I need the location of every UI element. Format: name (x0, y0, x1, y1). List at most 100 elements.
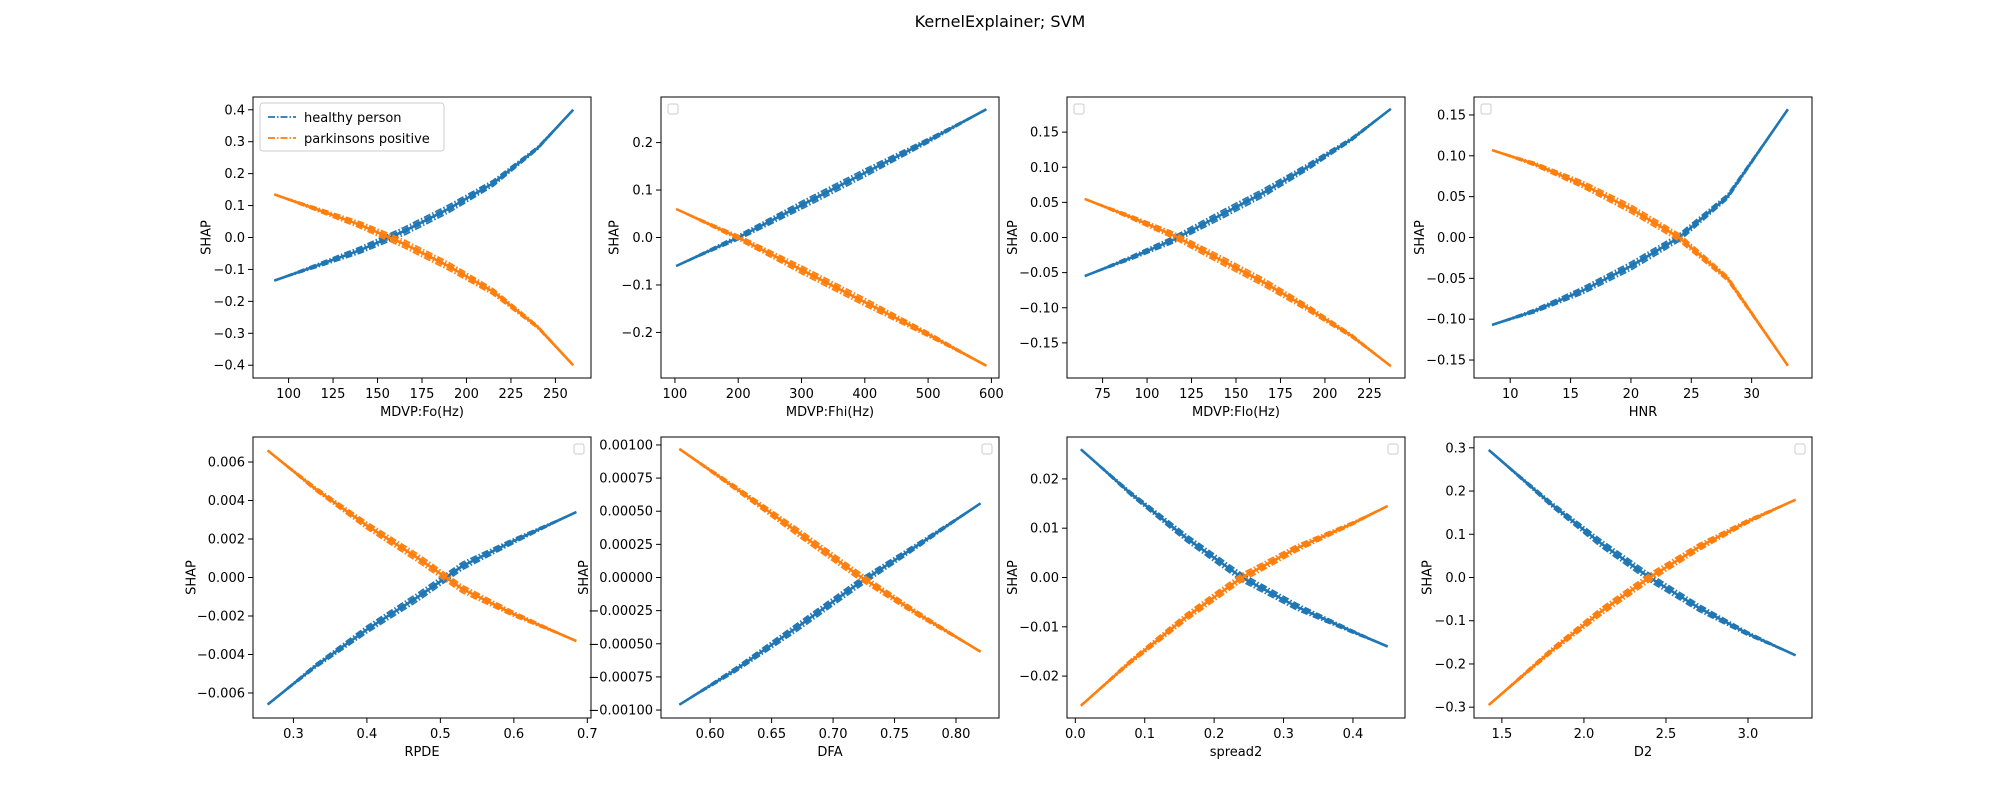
y-tick-label: −0.05 (1019, 266, 1059, 281)
y-tick-label: 0.05 (1030, 196, 1059, 211)
y-tick-label: 0.0 (1445, 571, 1466, 586)
series-parkinsons (1487, 498, 1797, 706)
series-line (274, 109, 574, 282)
series-line (1080, 505, 1388, 707)
series-line (267, 511, 577, 706)
y-tick-label: −0.1 (1434, 614, 1466, 629)
series-line (1084, 108, 1392, 277)
x-tick-label: 150 (365, 387, 390, 402)
series-parkinsons (1084, 197, 1392, 368)
x-axis-label: D2 (1634, 745, 1652, 760)
x-tick-label: 125 (321, 387, 346, 402)
x-tick-label: 100 (276, 387, 301, 402)
y-tick-label: −0.002 (197, 609, 245, 624)
y-tick-label: 0.02 (1030, 472, 1059, 487)
y-tick-label: −0.00025 (588, 604, 653, 619)
y-tick-label: 0.00025 (599, 538, 653, 553)
series-line (1080, 505, 1388, 707)
series-line (274, 193, 574, 366)
y-axis-label: SHAP (608, 220, 623, 255)
x-tick-label: 500 (916, 387, 941, 402)
empty-legend (1480, 103, 1492, 115)
y-tick-label: −0.02 (1019, 670, 1059, 685)
series-line (274, 109, 574, 282)
y-tick-label: −0.15 (1019, 336, 1059, 351)
series-line (1491, 149, 1789, 367)
x-tick-label: 1.5 (1492, 727, 1513, 742)
x-axis-label: MDVP:Fhi(Hz) (786, 405, 874, 420)
x-tick-label: 0.7 (577, 727, 598, 742)
y-tick-label: 0.2 (224, 167, 245, 182)
y-axis-label: SHAP (184, 560, 199, 595)
series-line (1488, 449, 1796, 657)
figure-title: KernelExplainer; SVM (914, 12, 1086, 31)
series-parkinsons (1080, 504, 1389, 707)
y-tick-label: 0.0 (632, 231, 653, 246)
y-tick-label: 0.3 (224, 135, 245, 150)
series-line (1491, 148, 1789, 367)
legend-box (259, 102, 445, 152)
series-line (1084, 108, 1392, 277)
axes-frame (660, 436, 1000, 719)
y-tick-label: 0.15 (1030, 126, 1059, 141)
x-axis-label: HNR (1629, 405, 1658, 420)
series-line (1488, 449, 1796, 657)
x-tick-label: 250 (543, 387, 568, 402)
x-tick-label: 175 (410, 387, 435, 402)
y-tick-label: 0.00075 (599, 472, 653, 487)
series-line (1080, 448, 1389, 648)
series-line (675, 108, 987, 267)
series-healthy (266, 510, 577, 706)
series-line (267, 511, 577, 706)
x-tick-label: 400 (852, 387, 877, 402)
x-axis-label: MDVP:Flo(Hz) (1192, 405, 1280, 420)
empty-legend (981, 443, 993, 455)
y-tick-label: −0.1 (621, 278, 653, 293)
x-tick-label: 225 (1357, 387, 1382, 402)
series-line (274, 109, 574, 282)
series-line (1491, 149, 1789, 367)
legend-label: parkinsons positive (304, 132, 430, 147)
series-line (675, 208, 987, 367)
x-axis-label: MDVP:Fo(Hz) (380, 405, 464, 420)
series-healthy (1491, 108, 1789, 327)
subplot-8: 1.5 2.0 2.5 3.0 −0.3 −0.2 −0.1 0.0 0.1 0.2 0.3 D2 SH… (1421, 436, 1813, 760)
series-line (1080, 504, 1389, 707)
y-tick-label: −0.10 (1019, 301, 1059, 316)
series-line (1080, 448, 1388, 648)
series-line (1084, 197, 1392, 368)
series-healthy (678, 502, 982, 706)
series-line (1488, 498, 1796, 706)
series-line (1487, 498, 1797, 706)
series-healthy (1084, 107, 1392, 278)
subplot-5: 0.3 0.4 0.5 0.6 0.7 −0.006 −0.004 −0.002 0.000 0.… (184, 436, 598, 760)
x-tick-label: 125 (1179, 387, 1204, 402)
series-line (1084, 108, 1392, 277)
series-line (1084, 198, 1392, 367)
legend-label: healthy person (304, 111, 402, 126)
series-line (273, 108, 575, 282)
x-tick-label: 0.0 (1065, 727, 1086, 742)
x-tick-label: 0.2 (1204, 727, 1225, 742)
series-line (267, 449, 577, 642)
series-parkinsons (678, 447, 982, 653)
y-tick-label: −0.3 (1434, 701, 1466, 716)
series-line (266, 510, 577, 706)
x-tick-label: 225 (499, 387, 524, 402)
x-axis-label: spread2 (1210, 745, 1263, 760)
series-line (266, 449, 577, 643)
series-line (1491, 108, 1789, 327)
series-line (678, 448, 982, 653)
y-tick-label: −0.2 (213, 295, 245, 310)
x-tick-label: 300 (789, 387, 814, 402)
subplot-4: 10 15 20 25 30 −0.15 −0.10 −0.05 0.00 0.05 0.10 0.1… (1413, 96, 1813, 420)
y-tick-label: 0.10 (1437, 149, 1466, 164)
y-tick-label: −0.10 (1426, 313, 1466, 328)
series-line (678, 448, 981, 653)
y-tick-label: 0.00050 (599, 505, 653, 520)
y-tick-label: 0.05 (1437, 190, 1466, 205)
series-line (1491, 108, 1789, 326)
empty-legend (1794, 443, 1806, 455)
series-line (1487, 449, 1797, 657)
y-tick-label: −0.05 (1426, 272, 1466, 287)
